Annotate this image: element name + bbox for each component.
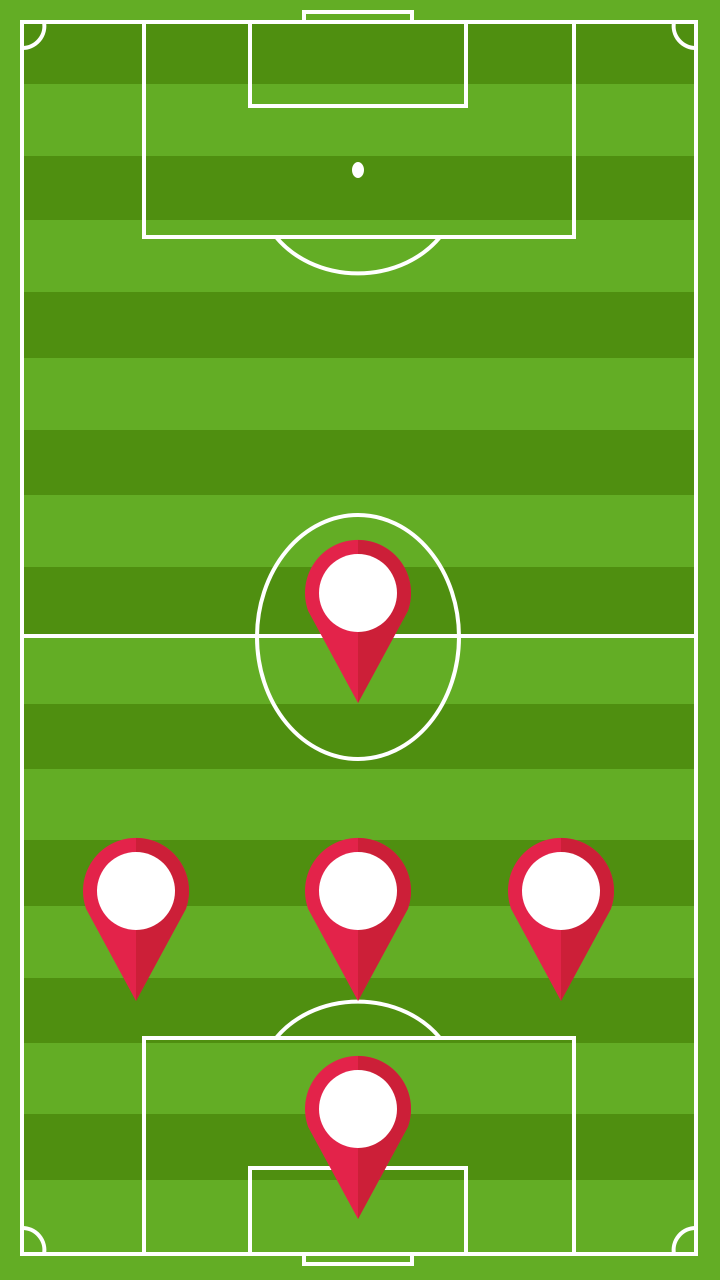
top-penalty-spot — [352, 162, 364, 178]
player-avatar-slot[interactable] — [319, 852, 397, 930]
center-circle — [255, 513, 461, 761]
player-marker-forward[interactable] — [305, 539, 411, 703]
player-avatar-slot[interactable] — [522, 852, 600, 930]
player-marker-midfielder-right[interactable] — [508, 837, 614, 1001]
player-avatar-slot[interactable] — [319, 1070, 397, 1148]
player-marker-goalkeeper[interactable] — [305, 1055, 411, 1219]
player-avatar-slot[interactable] — [97, 852, 175, 930]
player-markers — [82, 539, 614, 1219]
bottom-penalty-arc — [274, 999, 442, 1040]
grass-stripe — [22, 292, 696, 358]
grass-stripe — [22, 22, 696, 84]
top-penalty-arc — [274, 235, 442, 276]
player-avatar-slot[interactable] — [319, 554, 397, 632]
player-marker-midfielder-center[interactable] — [305, 837, 411, 1001]
corner-arc-bottom-left — [21, 1225, 47, 1255]
player-marker-midfielder-left[interactable] — [82, 837, 189, 1001]
corner-arc-top-right — [671, 21, 697, 51]
corner-arc-top-left — [21, 21, 47, 51]
corner-arc-bottom-right — [671, 1225, 697, 1255]
top-goal-box — [248, 20, 468, 108]
grass-stripe — [22, 430, 696, 495]
